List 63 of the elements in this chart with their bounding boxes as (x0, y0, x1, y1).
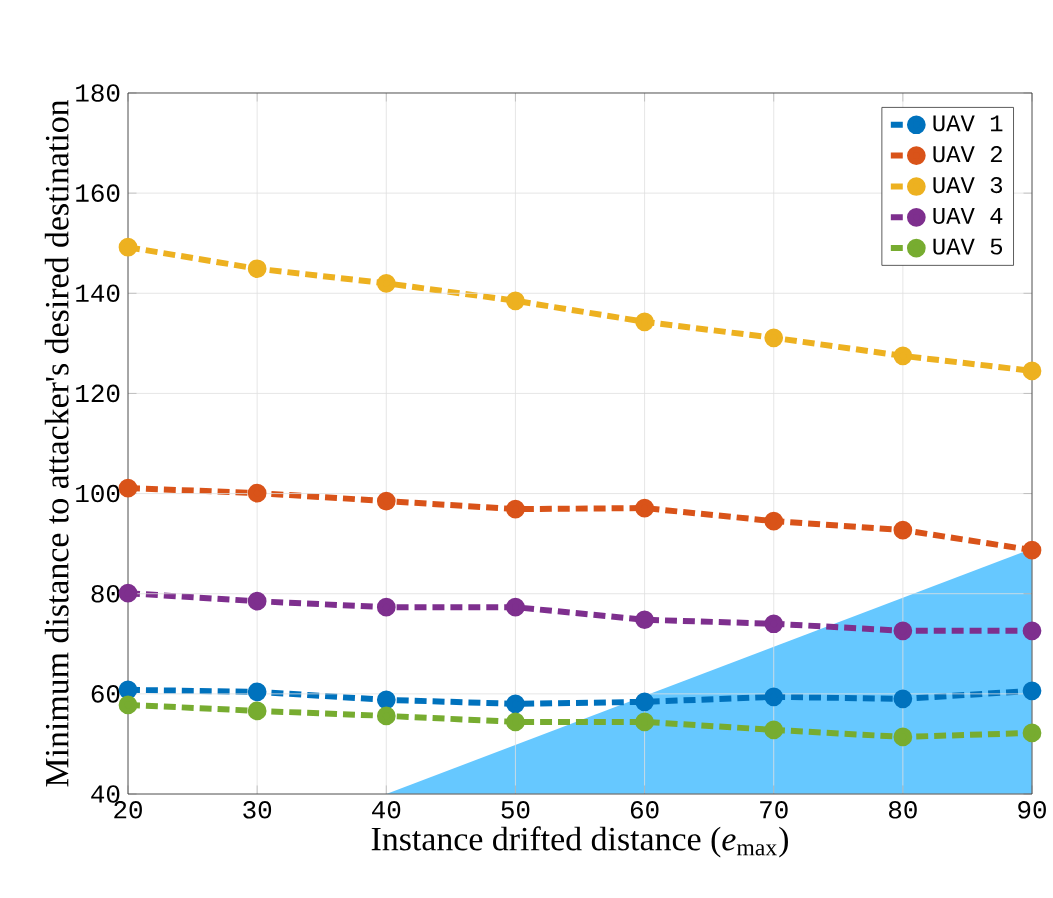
point (118, 680, 138, 700)
y-tick-label: 120 (76, 384, 120, 403)
point (893, 621, 913, 641)
point (247, 259, 267, 279)
legend-label: UAV 5 (933, 238, 1003, 255)
point (118, 237, 138, 257)
point (506, 499, 525, 519)
x-tick-label: 70 (760, 801, 788, 819)
point (764, 328, 784, 348)
point (764, 720, 784, 740)
x-axis-title: Instance drifted distance (e$_{max}$) (371, 826, 788, 858)
point (1022, 540, 1042, 560)
point (376, 273, 396, 293)
x-tick-label: 20 (114, 801, 142, 819)
point (376, 491, 396, 511)
legend-label: UAV 4 (933, 207, 1003, 224)
point (635, 692, 654, 712)
point (118, 695, 138, 715)
point (635, 312, 654, 332)
point (764, 614, 784, 634)
point (635, 498, 654, 518)
x-tick-label: 40 (372, 801, 401, 819)
point (635, 610, 654, 630)
y-tick-label: 140 (76, 284, 120, 303)
legend-label: UAV 1 (933, 115, 1003, 132)
y-tick-label: 100 (76, 484, 120, 503)
point (635, 712, 654, 732)
legend-label: UAV 2 (933, 146, 1002, 163)
point (893, 520, 913, 540)
point (506, 694, 525, 714)
y-tick-label: 80 (91, 584, 120, 603)
point (247, 701, 267, 721)
point (764, 511, 784, 531)
legend-label: UAV 3 (933, 177, 1003, 194)
x-tick-label: 30 (243, 801, 272, 819)
point (376, 690, 396, 710)
y-axis-title: Minimum distance to attacker's desired destination (44, 99, 69, 787)
point (118, 583, 138, 603)
point (247, 591, 267, 611)
point (1022, 681, 1042, 701)
point (1022, 361, 1042, 381)
point (247, 483, 267, 503)
point (247, 682, 267, 702)
point (376, 706, 396, 726)
point (376, 597, 396, 617)
point (764, 687, 784, 707)
point (506, 597, 525, 617)
point (893, 727, 913, 747)
y-tick-label: 160 (76, 184, 120, 202)
y-tick-label: 60 (91, 685, 120, 703)
point (893, 346, 913, 366)
y-tick-label: 180 (76, 84, 120, 102)
point (1022, 621, 1042, 641)
point (506, 712, 525, 732)
x-tick-label: 90 (1018, 801, 1046, 819)
x-tick-label: 50 (501, 801, 530, 819)
point (118, 478, 138, 498)
point (506, 291, 525, 311)
x-tick-label: 80 (889, 801, 917, 819)
x-tick-label: 60 (630, 801, 659, 819)
y-tick-label: 40 (91, 785, 120, 803)
point (893, 689, 913, 709)
point (1022, 723, 1042, 743)
